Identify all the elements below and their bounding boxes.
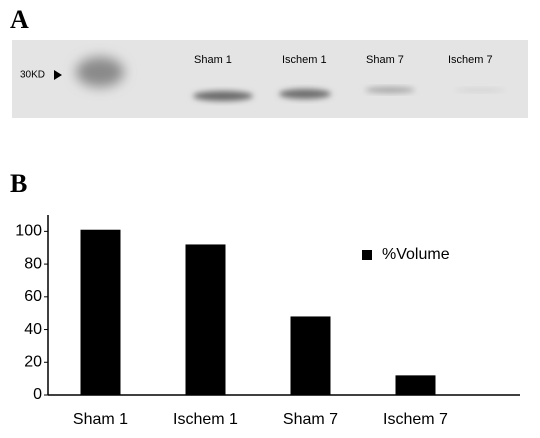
bar: [186, 244, 226, 395]
bar: [81, 230, 121, 395]
band: [279, 89, 331, 99]
lane-label: Sham 7: [366, 54, 404, 66]
legend-label: %Volume: [382, 246, 450, 263]
y-tick-label: 80: [24, 255, 42, 272]
y-tick-label: 40: [24, 321, 42, 338]
panel-label: B: [10, 169, 27, 198]
y-tick-label: 100: [15, 223, 42, 240]
lane-label: Ischem 1: [282, 54, 327, 66]
y-tick-label: 60: [24, 288, 42, 305]
band: [455, 88, 505, 92]
lane-label: Ischem 7: [448, 54, 493, 66]
lane-label: Sham 1: [194, 54, 232, 66]
bar: [291, 316, 331, 395]
x-tick-label: Sham 1: [73, 411, 128, 428]
legend-swatch: [362, 250, 372, 260]
band: [365, 87, 415, 93]
band: [193, 91, 253, 101]
figure: A 30KD Sham 1 Ischem 1 Sham 7 Ischem 7 B…: [0, 0, 540, 438]
marker-band: [76, 57, 124, 87]
x-tick-label: Sham 7: [283, 411, 338, 428]
x-tick-label: Ischem 1: [173, 411, 238, 428]
marker-label: 30KD: [20, 70, 45, 81]
x-tick-label: Ischem 7: [383, 411, 448, 428]
y-tick-label: 0: [33, 386, 42, 403]
bar: [396, 375, 436, 395]
y-tick-label: 20: [24, 353, 42, 370]
panel-label: A: [10, 5, 29, 34]
